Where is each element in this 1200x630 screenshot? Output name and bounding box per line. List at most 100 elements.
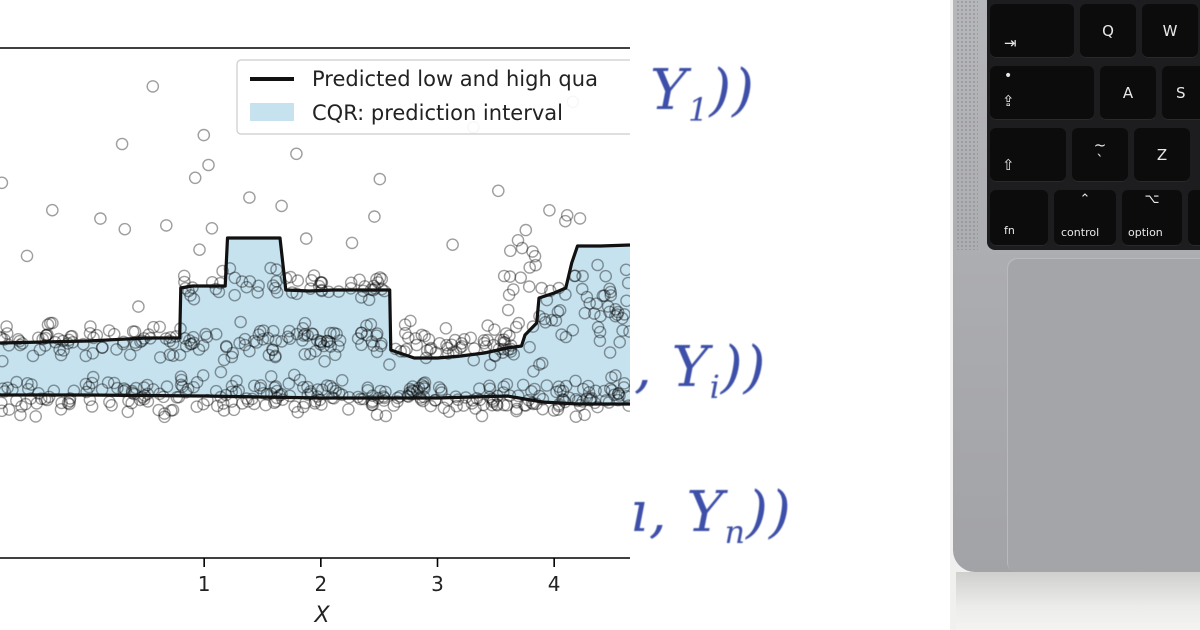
scatter-point [483, 358, 497, 372]
scatter-point [527, 397, 540, 411]
formula-yi-symbol: Y [671, 335, 710, 400]
scatter-point [261, 331, 275, 345]
scatter-point [559, 379, 573, 393]
scatter-point [511, 233, 525, 247]
scatter-point [293, 373, 307, 387]
scatter-point [358, 280, 372, 293]
scatter-point [442, 405, 456, 419]
scatter-point [328, 348, 342, 362]
scatter-point [578, 408, 591, 422]
scatter-point [393, 389, 407, 403]
scatter-point [275, 387, 288, 401]
scatter-point [125, 396, 138, 410]
scatter-point [80, 385, 93, 399]
scatter-point [457, 332, 471, 346]
scatter-point [404, 387, 418, 401]
scatter-point [502, 288, 516, 302]
scatter-point [24, 392, 38, 405]
scatter-point [14, 408, 27, 422]
scatter-point [314, 275, 328, 289]
scatter-point [320, 379, 334, 392]
scatter-point [497, 398, 511, 412]
scatter-point [234, 315, 247, 329]
scatter-point [250, 336, 263, 349]
scatter-point [30, 397, 44, 410]
scatter-point [285, 286, 299, 299]
scatter-point [355, 338, 368, 352]
scatter-point [446, 238, 459, 251]
scatter-point [266, 324, 280, 338]
scatter-point [259, 398, 273, 412]
scatter-point [433, 336, 446, 350]
scatter-point [481, 333, 494, 347]
scatter-point [87, 331, 100, 345]
upper-quantile-line [0, 236, 630, 360]
prediction-interval-band [0, 238, 630, 404]
scatter-point [301, 380, 314, 394]
laptop-shadow [956, 572, 1200, 630]
scatter-point [117, 335, 130, 349]
scatter-point [240, 392, 253, 405]
scatter-point [173, 348, 187, 362]
scatter-point [485, 398, 499, 412]
scatter-point [370, 272, 383, 286]
scatter-point [301, 329, 315, 342]
scatter-point [264, 387, 278, 400]
scatter-point [618, 377, 630, 390]
formula-yn-subscript: n [724, 513, 747, 552]
scatter-point [0, 385, 11, 398]
scatter-point [616, 311, 629, 325]
scatter-point [529, 258, 542, 272]
scatter-point [578, 306, 592, 320]
scatter-point [238, 338, 252, 352]
scatter-point [556, 393, 569, 406]
scatter-point [404, 314, 417, 328]
scatter-point [415, 328, 429, 342]
key-a: A [1100, 66, 1156, 120]
scatter-point [53, 343, 66, 356]
scatter-point [199, 327, 212, 341]
scatter-point [266, 279, 280, 292]
scatter-point [269, 334, 283, 347]
shift-icon: ⇧ [1002, 156, 1015, 174]
scatter-point [566, 323, 580, 337]
scatter-point [423, 343, 437, 356]
scatter-point [448, 333, 462, 347]
scatter-point [551, 305, 565, 319]
scatter-point [525, 384, 538, 398]
scatter-point [29, 410, 43, 423]
scatter-point [485, 392, 499, 406]
scatter-point [516, 378, 530, 392]
scatter-point [77, 337, 90, 351]
scatter-point [256, 332, 270, 346]
scatter-point [134, 335, 147, 349]
control-icon: ⌃ [1079, 192, 1091, 207]
scatter-point [314, 276, 328, 289]
tab-icon: ⇥ [1004, 34, 1017, 52]
scatter-point [225, 379, 239, 393]
scatter-point [619, 263, 630, 277]
scatter-point [497, 333, 511, 347]
scatter-point [576, 395, 590, 408]
scatter-point [210, 399, 224, 413]
formula-yi-lead: , [634, 335, 672, 400]
scatter-point [264, 370, 278, 383]
scatter-point [174, 378, 188, 392]
scatter-point [190, 375, 204, 389]
scatter-point [46, 316, 59, 330]
scatter-point [545, 313, 559, 327]
scatter-point [611, 393, 625, 407]
scatter-point [315, 276, 329, 290]
key-q: Q [1080, 4, 1136, 58]
scatter-point [549, 314, 563, 327]
scatter-point [313, 393, 327, 407]
key-shift: ⇧ [990, 128, 1066, 182]
scatter-point [184, 289, 197, 302]
x-axis-ticks: 1 2 3 4 [198, 558, 561, 596]
scatter-point [85, 400, 99, 413]
scatter-point [510, 404, 523, 418]
scatter-point [441, 347, 455, 360]
scatter-point [457, 399, 470, 412]
scatter-point [217, 353, 231, 367]
scatter-point [304, 282, 317, 296]
